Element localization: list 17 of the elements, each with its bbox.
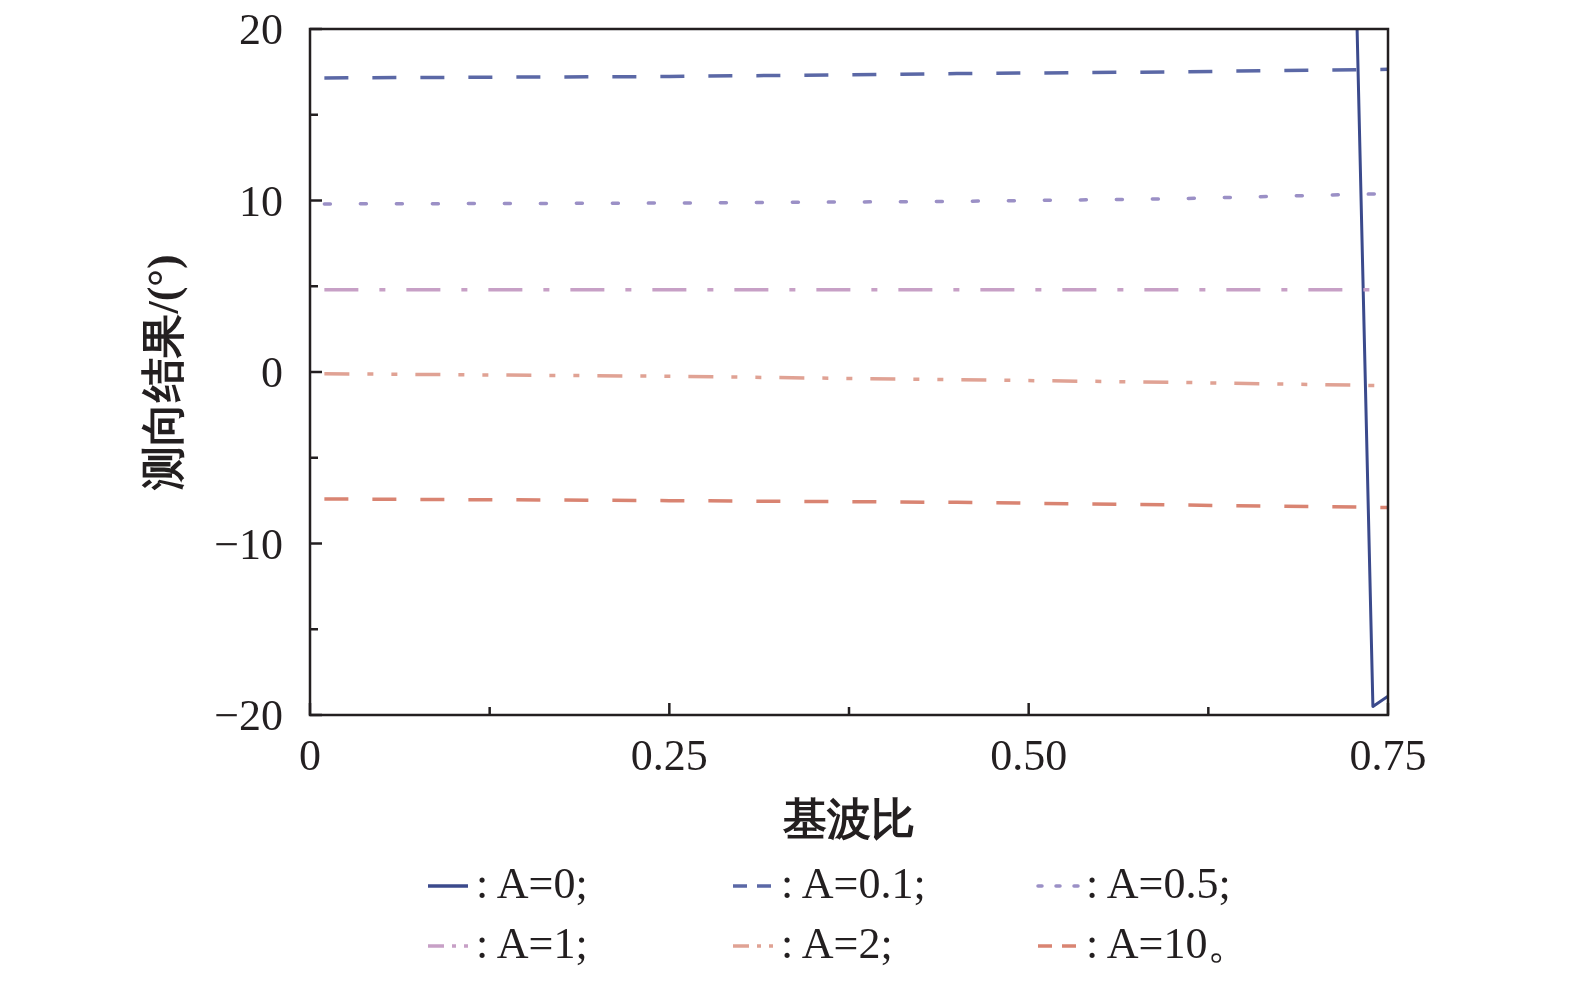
y-tick-label: −20 [214, 691, 283, 740]
legend-label: : A=0.1; [781, 859, 926, 908]
x-tick-label: 0.75 [1349, 731, 1427, 780]
y-tick-label: −10 [214, 519, 283, 569]
legend-label: : A=0.5; [1086, 859, 1231, 908]
x-tick-label: 0.50 [990, 731, 1068, 780]
x-tick-label: 0 [299, 731, 321, 780]
y-tick-label: 20 [239, 5, 283, 54]
legend-label: : A=2; [781, 919, 893, 968]
y-tick-label: 0 [261, 348, 283, 397]
x-axis-title: 基波比 [783, 795, 915, 844]
y-tick-label: 10 [239, 176, 283, 226]
y-axis-title: 测向结果/(°) [139, 254, 188, 490]
legend-label: : A=10。 [1086, 919, 1252, 968]
legend-label: : A=0; [476, 859, 588, 908]
x-tick-label: 0.25 [630, 731, 708, 780]
legend-label: : A=1; [476, 919, 588, 968]
